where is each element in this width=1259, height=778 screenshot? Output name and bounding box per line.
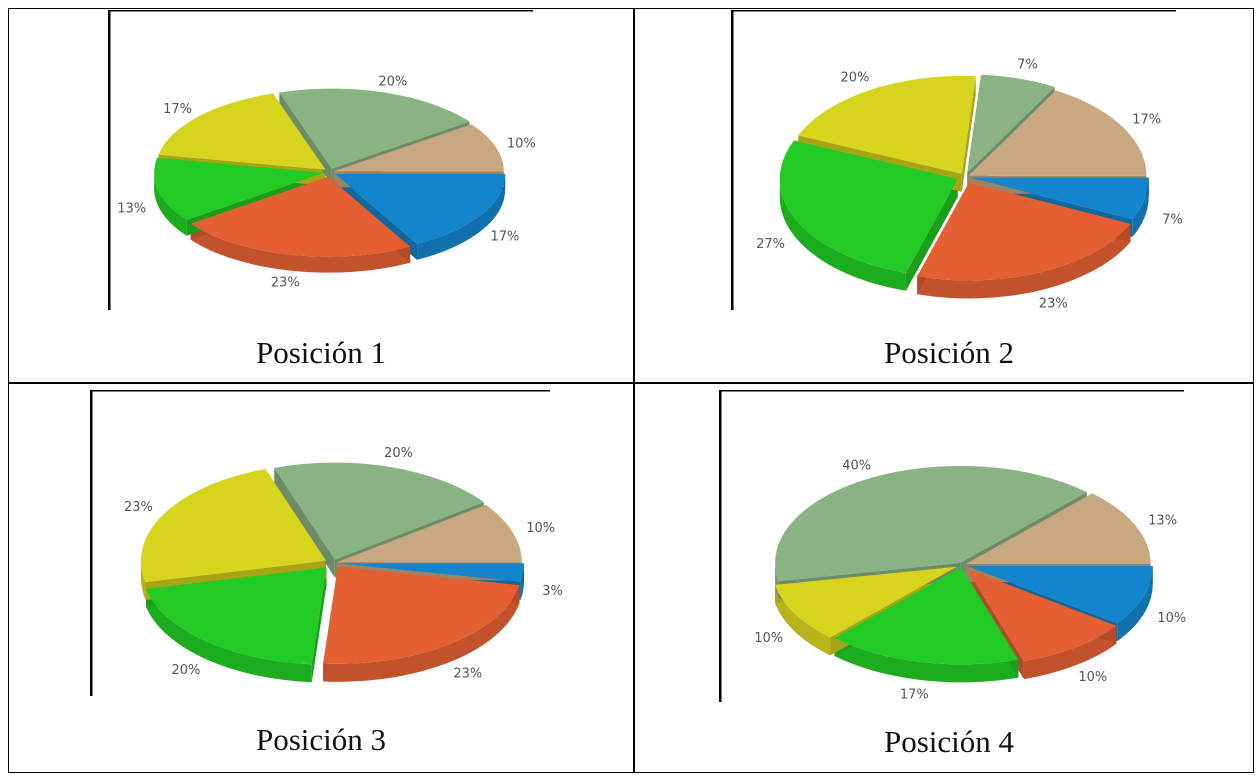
slice-orange-10 bbox=[966, 568, 1117, 662]
table-vertical-divider bbox=[633, 9, 635, 772]
caption-position-2: Posición 2 bbox=[884, 335, 1015, 370]
slice-green-27 bbox=[779, 140, 958, 273]
slice-tan-17 bbox=[968, 90, 1147, 176]
slice-label-orange: 10% bbox=[1078, 670, 1107, 685]
slice-side-blue bbox=[520, 563, 524, 600]
slice-sage-20 bbox=[274, 462, 484, 560]
slice-yellow-23 bbox=[141, 469, 327, 583]
pie-labels: 3% 23% 20% 23% 20% 10% bbox=[124, 446, 563, 681]
caption-position-4: Posición 4 bbox=[884, 724, 1015, 759]
image-frame-left bbox=[719, 390, 722, 702]
pie-tops bbox=[141, 462, 524, 665]
pie-chart-position-4: 10% 10% 17% 10% 40% 13% bbox=[719, 390, 1186, 702]
slice-label-yellow: 20% bbox=[841, 71, 870, 86]
cell-position-1: 17% 23% 13% 17% 20% 10% bbox=[108, 10, 536, 310]
pie-tops bbox=[775, 465, 1153, 665]
image-frame-left bbox=[90, 390, 93, 696]
slice-green-17 bbox=[834, 567, 1019, 665]
slice-side-yellow bbox=[141, 560, 146, 601]
slice-tan-13 bbox=[965, 493, 1151, 565]
cell-position-3: 3% 23% 20% 23% 20% 10% bbox=[90, 390, 563, 696]
slice-label-sage: 40% bbox=[842, 458, 871, 473]
table-horizontal-divider bbox=[9, 382, 1253, 384]
slice-side-blue bbox=[1132, 177, 1149, 238]
slice-side-orange bbox=[190, 223, 411, 273]
slice-label-tan: 17% bbox=[1132, 112, 1161, 127]
slice-label-green: 13% bbox=[117, 201, 146, 216]
image-frame-top bbox=[719, 390, 1184, 392]
pie-tops bbox=[154, 88, 506, 257]
slice-label-yellow: 23% bbox=[124, 500, 153, 515]
slice-yellow-20 bbox=[798, 75, 976, 174]
slice-orange-23 bbox=[190, 176, 411, 257]
image-frame-top bbox=[90, 390, 550, 392]
slice-label-blue: 7% bbox=[1162, 213, 1183, 228]
slice-label-tan: 10% bbox=[526, 521, 555, 536]
image-frame-top bbox=[108, 10, 533, 12]
slice-label-tan: 13% bbox=[1148, 513, 1177, 528]
slice-label-tan: 10% bbox=[507, 137, 536, 152]
slice-label-blue: 17% bbox=[490, 229, 519, 244]
slice-blue-7 bbox=[970, 177, 1149, 220]
slice-side-green bbox=[779, 179, 906, 291]
slice-label-blue: 10% bbox=[1157, 611, 1186, 626]
slice-orange-23 bbox=[917, 182, 1131, 281]
slice-tan-10 bbox=[333, 124, 504, 172]
slice-yellow-17 bbox=[158, 93, 326, 170]
slice-label-sage: 7% bbox=[1017, 58, 1038, 73]
slice-blue-17 bbox=[335, 173, 506, 244]
slice-green-13 bbox=[154, 157, 325, 220]
slice-edge-green bbox=[311, 567, 327, 683]
slice-label-orange: 23% bbox=[1039, 296, 1068, 311]
slice-side-blue bbox=[417, 173, 506, 260]
slice-side-orange bbox=[917, 223, 1131, 299]
slice-blue-10 bbox=[967, 566, 1153, 624]
caption-position-3: Posición 3 bbox=[256, 722, 387, 757]
slice-side-green bbox=[834, 638, 1019, 683]
slice-blue-3 bbox=[338, 563, 524, 582]
slice-sage-20 bbox=[279, 88, 470, 169]
slice-green-20 bbox=[145, 567, 327, 665]
slice-edge-green bbox=[905, 179, 958, 291]
slice-edge-sage bbox=[274, 467, 335, 578]
slice-side-yellow bbox=[775, 584, 831, 656]
image-frame-left bbox=[731, 10, 734, 310]
slice-label-sage: 20% bbox=[384, 446, 413, 461]
comparison-table bbox=[8, 8, 1254, 773]
pie-labels: 17% 23% 13% 17% 20% 10% bbox=[117, 74, 536, 290]
slice-yellow-10 bbox=[775, 566, 957, 638]
slice-side-blue bbox=[1117, 566, 1153, 642]
slice-side-green bbox=[154, 172, 187, 236]
pie-labels: 7% 23% 27% 20% 7% 17% bbox=[756, 58, 1183, 312]
caption-position-1: Posición 1 bbox=[256, 335, 387, 370]
slice-sage-40 bbox=[775, 465, 1087, 582]
image-frame-top bbox=[731, 10, 1176, 12]
slice-edge-yellow bbox=[961, 76, 976, 192]
cell-position-2: 7% 23% 27% 20% 7% 17% bbox=[731, 10, 1183, 311]
slice-label-green: 17% bbox=[900, 687, 929, 702]
slice-side-green bbox=[145, 588, 312, 683]
slice-label-green: 27% bbox=[756, 237, 785, 252]
slice-tan-10 bbox=[336, 504, 522, 563]
slice-orange-23 bbox=[323, 566, 520, 664]
slice-side-orange bbox=[1023, 625, 1117, 680]
slice-label-yellow: 10% bbox=[754, 631, 783, 646]
slice-label-orange: 23% bbox=[271, 276, 300, 291]
pie-chart-position-3: 3% 23% 20% 23% 20% 10% bbox=[90, 390, 563, 696]
slice-sage-7 bbox=[967, 74, 1055, 173]
slice-side-orange bbox=[323, 585, 520, 682]
pie-labels: 10% 10% 17% 10% 40% 13% bbox=[754, 458, 1186, 702]
cell-position-4: 10% 10% 17% 10% 40% 13% bbox=[719, 390, 1186, 702]
slice-label-sage: 20% bbox=[378, 74, 407, 89]
image-frame-left bbox=[108, 10, 111, 310]
slice-label-blue: 3% bbox=[542, 584, 563, 599]
pie-tops bbox=[779, 74, 1149, 281]
slice-label-yellow: 17% bbox=[163, 102, 192, 117]
slice-label-orange: 23% bbox=[453, 667, 482, 682]
slice-label-green: 20% bbox=[171, 663, 200, 678]
pie-chart-position-2: 7% 23% 27% 20% 7% 17% bbox=[731, 10, 1183, 311]
pie-chart-position-1: 17% 23% 13% 17% 20% 10% bbox=[108, 10, 536, 310]
